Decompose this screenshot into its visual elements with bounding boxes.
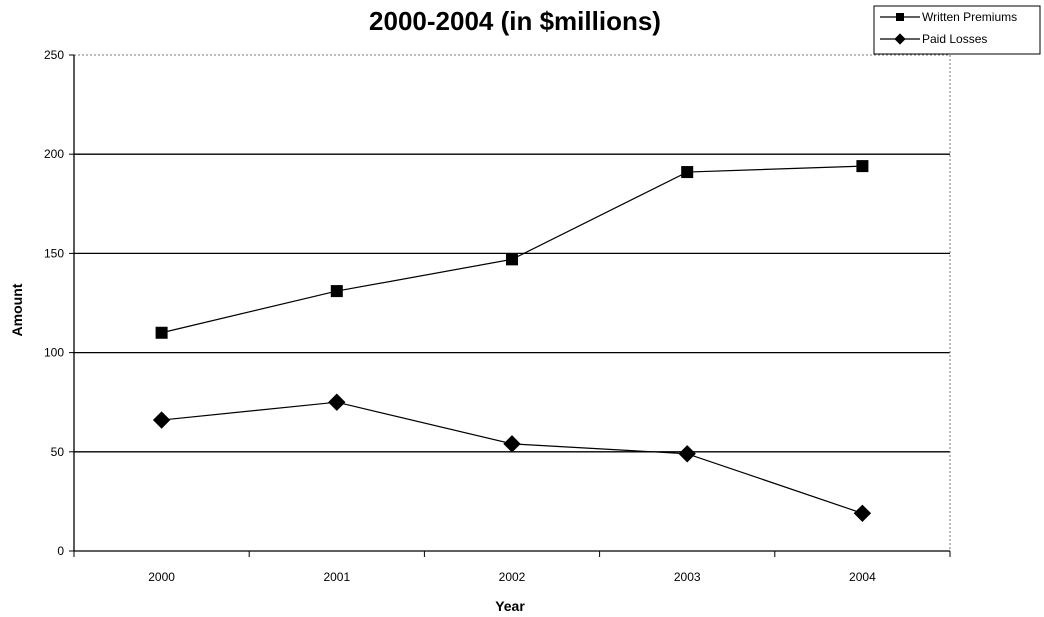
- legend-item: Paid Losses: [880, 32, 987, 46]
- data-point-square: [155, 326, 168, 339]
- data-point-square: [330, 285, 343, 298]
- data-point-square: [681, 166, 694, 179]
- x-tick-label: 2002: [499, 570, 526, 584]
- data-point-diamond: [894, 33, 906, 45]
- x-tick-label: 2001: [323, 570, 350, 584]
- chart-title: 2000-2004 (in $millions): [369, 6, 661, 36]
- data-point-diamond: [503, 435, 521, 453]
- data-point-square: [896, 13, 904, 21]
- data-point-square: [856, 160, 869, 173]
- y-tick-labels: 0 50 100 150 200 250: [44, 48, 64, 558]
- y-tick-label: 100: [44, 346, 64, 360]
- legend-label: Written Premiums: [922, 10, 1017, 24]
- x-tick-label: 2000: [148, 570, 175, 584]
- y-tick-label: 200: [44, 147, 64, 161]
- x-tick-labels: 2000 2001 2002 2003 2004: [148, 570, 876, 584]
- x-axis-title: Year: [495, 598, 525, 614]
- data-point-diamond: [678, 445, 696, 463]
- x-tick-label: 2004: [849, 570, 876, 584]
- y-tick-label: 50: [51, 445, 65, 459]
- series: [152, 160, 872, 522]
- y-tick-label: 250: [44, 48, 64, 62]
- y-tick-label: 150: [44, 246, 64, 260]
- axes: [69, 54, 951, 557]
- series-line: [161, 401, 863, 514]
- y-tick-label: 0: [57, 544, 64, 558]
- data-point-square: [506, 253, 518, 266]
- data-point-diamond: [853, 504, 872, 522]
- data-point-diamond: [152, 411, 171, 429]
- y-axis-title: Amount: [9, 283, 25, 336]
- gridlines: [74, 153, 950, 453]
- x-tick-label: 2003: [674, 570, 701, 584]
- series-written-premiums: [155, 160, 869, 339]
- data-point-diamond: [328, 393, 346, 411]
- legend-item: Written Premiums: [880, 10, 1017, 24]
- legend-label: Paid Losses: [922, 32, 987, 46]
- series-line: [161, 165, 863, 334]
- legend: Written Premiums Paid Losses: [873, 5, 1041, 55]
- series-paid-losses: [152, 393, 872, 522]
